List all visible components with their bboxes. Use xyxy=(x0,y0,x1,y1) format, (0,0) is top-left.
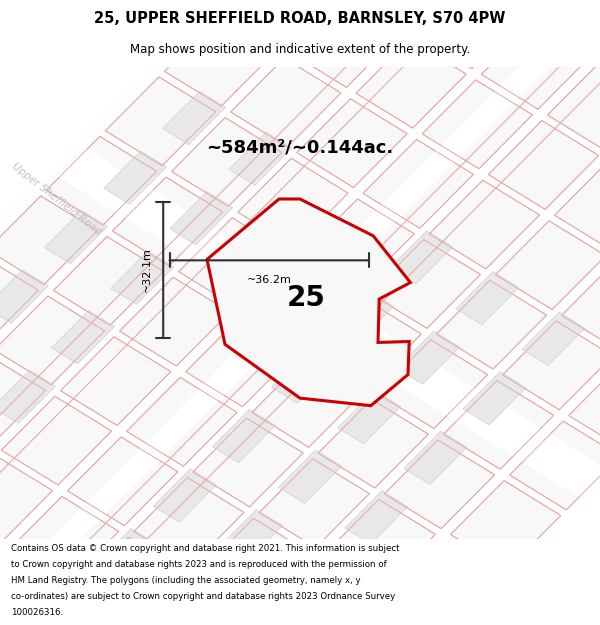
Polygon shape xyxy=(456,272,519,325)
Polygon shape xyxy=(443,381,554,469)
Polygon shape xyxy=(74,537,185,625)
Polygon shape xyxy=(230,58,341,147)
Text: 25, UPPER SHEFFIELD ROAD, BARNSLEY, S70 4PW: 25, UPPER SHEFFIELD ROAD, BARNSLEY, S70 … xyxy=(94,11,506,26)
Polygon shape xyxy=(0,370,55,423)
Polygon shape xyxy=(193,418,303,507)
Polygon shape xyxy=(332,599,443,625)
Polygon shape xyxy=(266,559,376,625)
Polygon shape xyxy=(286,550,349,603)
Polygon shape xyxy=(338,391,401,444)
Polygon shape xyxy=(52,311,115,364)
Polygon shape xyxy=(290,0,400,88)
Polygon shape xyxy=(186,318,296,407)
Polygon shape xyxy=(8,496,119,585)
Polygon shape xyxy=(53,237,164,326)
Polygon shape xyxy=(224,0,334,47)
Polygon shape xyxy=(112,177,223,266)
Polygon shape xyxy=(207,618,317,625)
Text: co-ordinates) are subject to Crown copyright and database rights 2023 Ordnance S: co-ordinates) are subject to Crown copyr… xyxy=(11,592,395,601)
Polygon shape xyxy=(325,499,436,588)
Polygon shape xyxy=(509,421,600,510)
Polygon shape xyxy=(16,597,126,625)
Polygon shape xyxy=(0,296,104,385)
Text: HM Land Registry. The polygons (including the associated geometry, namely x, y: HM Land Registry. The polygons (includin… xyxy=(11,576,361,585)
Polygon shape xyxy=(0,92,512,625)
Polygon shape xyxy=(488,121,599,209)
Polygon shape xyxy=(127,378,237,466)
Polygon shape xyxy=(554,161,600,250)
Polygon shape xyxy=(349,0,459,28)
Polygon shape xyxy=(227,610,290,625)
Polygon shape xyxy=(569,362,600,451)
Polygon shape xyxy=(141,578,251,625)
Polygon shape xyxy=(164,18,275,106)
Polygon shape xyxy=(68,437,178,526)
Polygon shape xyxy=(170,192,233,245)
Polygon shape xyxy=(259,459,370,548)
Polygon shape xyxy=(220,509,283,562)
Polygon shape xyxy=(200,518,310,607)
Polygon shape xyxy=(422,80,532,169)
Polygon shape xyxy=(318,399,428,488)
Text: to Crown copyright and database rights 2023 and is reproduced with the permissio: to Crown copyright and database rights 2… xyxy=(11,560,386,569)
Polygon shape xyxy=(385,440,494,529)
Text: Contains OS data © Crown copyright and database right 2021. This information is : Contains OS data © Crown copyright and d… xyxy=(11,544,400,553)
Polygon shape xyxy=(356,39,466,128)
Polygon shape xyxy=(179,217,289,306)
Polygon shape xyxy=(94,528,157,581)
Text: ~36.2m: ~36.2m xyxy=(247,275,292,285)
Polygon shape xyxy=(0,256,38,344)
Polygon shape xyxy=(389,231,452,284)
Text: 100026316.: 100026316. xyxy=(11,608,63,617)
Polygon shape xyxy=(172,118,282,206)
Text: Map shows position and indicative extent of the property.: Map shows position and indicative extent… xyxy=(130,43,470,56)
Polygon shape xyxy=(163,91,226,144)
Polygon shape xyxy=(331,291,394,344)
Polygon shape xyxy=(0,456,53,544)
Polygon shape xyxy=(436,280,547,369)
Polygon shape xyxy=(370,239,481,328)
Polygon shape xyxy=(278,450,341,503)
Polygon shape xyxy=(238,158,348,247)
Polygon shape xyxy=(252,359,362,448)
Polygon shape xyxy=(345,491,408,544)
Polygon shape xyxy=(404,431,467,484)
Polygon shape xyxy=(119,278,230,366)
Polygon shape xyxy=(463,372,526,425)
Text: ~584m²/~0.144ac.: ~584m²/~0.144ac. xyxy=(206,138,394,156)
Polygon shape xyxy=(1,396,112,485)
Polygon shape xyxy=(44,211,107,264)
Polygon shape xyxy=(562,261,600,350)
Polygon shape xyxy=(304,199,414,288)
Polygon shape xyxy=(160,569,223,622)
Polygon shape xyxy=(0,196,97,284)
Polygon shape xyxy=(311,299,421,388)
Text: ~32.1m: ~32.1m xyxy=(142,248,152,292)
Polygon shape xyxy=(522,312,585,366)
Polygon shape xyxy=(88,0,600,513)
Polygon shape xyxy=(0,270,49,323)
Polygon shape xyxy=(106,77,215,166)
Polygon shape xyxy=(397,331,460,384)
Polygon shape xyxy=(474,0,584,9)
Polygon shape xyxy=(271,350,334,403)
Polygon shape xyxy=(61,337,171,426)
Polygon shape xyxy=(377,340,488,429)
Polygon shape xyxy=(134,478,244,566)
Polygon shape xyxy=(391,540,502,625)
Text: Upper Sheffield Road: Upper Sheffield Road xyxy=(215,309,315,391)
Polygon shape xyxy=(415,0,526,69)
Polygon shape xyxy=(229,132,292,185)
Polygon shape xyxy=(481,21,592,109)
Polygon shape xyxy=(245,258,355,348)
Polygon shape xyxy=(111,251,173,304)
Polygon shape xyxy=(0,356,46,444)
Polygon shape xyxy=(212,409,275,462)
Text: Upper Sheffield Road: Upper Sheffield Road xyxy=(10,161,104,237)
Polygon shape xyxy=(104,151,167,204)
Polygon shape xyxy=(547,61,600,150)
